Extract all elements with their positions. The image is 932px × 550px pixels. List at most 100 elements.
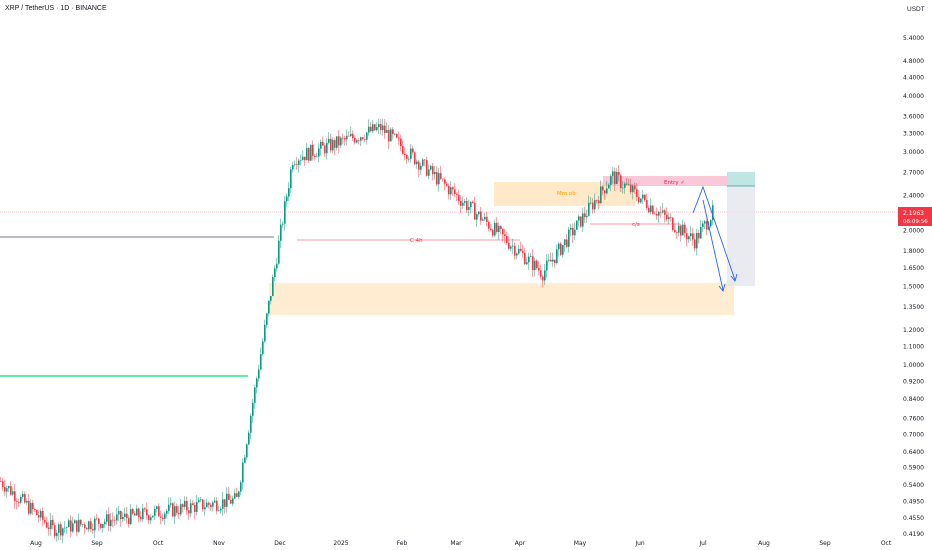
candle-body bbox=[636, 189, 638, 198]
arrow-head-2 bbox=[718, 283, 726, 292]
candle-body bbox=[186, 500, 188, 511]
candle-body bbox=[234, 493, 236, 499]
candle-body bbox=[310, 144, 312, 161]
candle-body bbox=[448, 185, 450, 195]
arrow-head-1 bbox=[730, 273, 738, 282]
candle-body bbox=[606, 188, 608, 194]
candle-body bbox=[580, 216, 582, 227]
candle-body bbox=[460, 200, 462, 206]
candle-body bbox=[204, 507, 206, 510]
candle-body bbox=[576, 220, 578, 230]
candle-body bbox=[118, 511, 120, 515]
candle-body bbox=[82, 524, 84, 525]
candle-body bbox=[312, 144, 314, 156]
candle-body bbox=[202, 499, 204, 510]
candle-body bbox=[320, 141, 322, 149]
candle-body bbox=[574, 229, 576, 236]
candle-body bbox=[486, 216, 488, 222]
candle-body bbox=[656, 214, 658, 216]
candle-body bbox=[338, 136, 340, 146]
candle-body bbox=[538, 268, 540, 271]
candle-body bbox=[60, 524, 62, 536]
candle-body bbox=[216, 500, 218, 511]
candle-body bbox=[604, 190, 606, 194]
candle-body bbox=[474, 202, 476, 220]
candle-body bbox=[64, 527, 66, 529]
candle-body bbox=[512, 245, 514, 247]
candle-body bbox=[296, 164, 298, 166]
candle-body bbox=[10, 486, 12, 495]
candle-body bbox=[92, 529, 94, 531]
candle-body bbox=[704, 221, 706, 224]
candle-body bbox=[132, 509, 134, 514]
x-axis[interactable]: Aug Sep Oct Nov Dec 2025 Feb Mar Apr May Jun Jul Aug… bbox=[30, 540, 892, 547]
candle-body bbox=[476, 214, 478, 220]
candle-body bbox=[622, 187, 624, 189]
x-tick-label: Feb bbox=[397, 540, 408, 547]
candle-body bbox=[442, 178, 444, 180]
candle-body bbox=[282, 223, 284, 225]
candle-body bbox=[398, 137, 400, 139]
candle-body bbox=[244, 457, 246, 463]
candle-body bbox=[630, 184, 632, 193]
candle-body bbox=[86, 528, 88, 530]
candle-body bbox=[30, 502, 32, 514]
candle-body bbox=[128, 518, 130, 524]
candle-body bbox=[70, 520, 72, 532]
candle-body bbox=[354, 138, 356, 143]
candle-body bbox=[336, 136, 338, 148]
candle-body bbox=[214, 500, 216, 503]
candle-body bbox=[618, 171, 620, 176]
candle-body bbox=[56, 532, 58, 537]
candle-body bbox=[66, 527, 68, 528]
x-tick-label: May bbox=[574, 540, 587, 547]
candle-body bbox=[34, 509, 36, 511]
candle-body bbox=[540, 270, 542, 277]
candle-body bbox=[112, 519, 114, 521]
candle-body bbox=[508, 242, 510, 249]
candle-body bbox=[322, 141, 324, 146]
candle-body bbox=[200, 499, 202, 501]
candle-body bbox=[18, 501, 20, 503]
candle-body bbox=[220, 508, 222, 511]
candle-body bbox=[554, 259, 556, 263]
candle-body bbox=[390, 129, 392, 142]
candle-body bbox=[490, 228, 492, 231]
candle-body bbox=[686, 233, 688, 240]
candle-body bbox=[252, 402, 254, 416]
candle-body bbox=[478, 211, 480, 215]
candle-body bbox=[446, 183, 448, 186]
candle-body bbox=[50, 519, 52, 529]
candle-body bbox=[302, 156, 304, 160]
candle-body bbox=[652, 205, 654, 214]
candle-body bbox=[376, 127, 378, 131]
candle-body bbox=[412, 148, 414, 153]
candle-body bbox=[670, 217, 672, 218]
candle-body bbox=[164, 513, 166, 519]
candle-body bbox=[426, 159, 428, 176]
candle-body bbox=[288, 188, 290, 197]
candle-body bbox=[392, 129, 394, 135]
candle-body bbox=[454, 189, 456, 194]
candle-body bbox=[488, 221, 490, 229]
candle-body bbox=[58, 524, 60, 533]
candle-body bbox=[74, 520, 76, 524]
candle-body bbox=[250, 415, 252, 433]
candle-body bbox=[102, 524, 104, 528]
candle-body bbox=[564, 239, 566, 246]
candle-body bbox=[650, 205, 652, 213]
candle-body bbox=[84, 524, 86, 529]
candle-body bbox=[98, 518, 100, 524]
candle-body bbox=[498, 225, 500, 233]
candle-body bbox=[418, 161, 420, 170]
candle-body bbox=[8, 486, 10, 489]
candle-body bbox=[78, 519, 80, 532]
y-axis[interactable]: 5.4000 4.8000 4.4000 4.0000 3.6000 3.3000 3.00… bbox=[903, 35, 924, 538]
candle-body bbox=[386, 129, 388, 133]
candle-body bbox=[298, 160, 300, 166]
candle-body bbox=[518, 248, 520, 254]
candle-body bbox=[588, 202, 590, 216]
candle-body bbox=[318, 148, 320, 157]
candle-body bbox=[566, 239, 568, 247]
